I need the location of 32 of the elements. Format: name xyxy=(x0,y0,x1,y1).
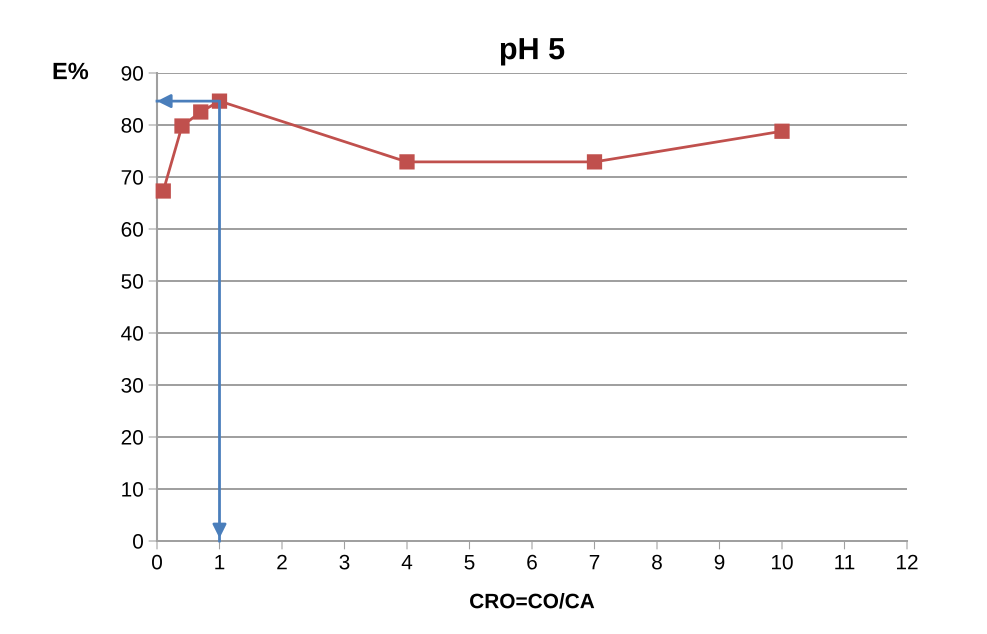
x-tick-label: 9 xyxy=(714,554,724,570)
y-tick-label: 10 xyxy=(122,482,143,497)
y-tick-label: 0 xyxy=(133,534,143,549)
x-tick-label: 5 xyxy=(464,554,474,570)
point xyxy=(399,154,415,170)
y-tick-label: 60 xyxy=(122,222,143,237)
y-axis-title: E% xyxy=(54,62,88,80)
x-tick-label: 10 xyxy=(772,554,793,570)
point xyxy=(174,118,190,134)
y-tick-label: 20 xyxy=(122,430,143,445)
x-tick-label: 2 xyxy=(277,554,287,570)
point xyxy=(156,183,171,199)
y-tick-label: 50 xyxy=(121,274,143,289)
point xyxy=(586,154,602,170)
y-tick-label: 40 xyxy=(121,326,143,341)
point xyxy=(193,104,208,120)
x-tick-label: 1 xyxy=(215,554,224,570)
x-tick-label: 12 xyxy=(897,554,918,570)
x-tick-label: 0 xyxy=(152,554,162,570)
x-tick-label: 11 xyxy=(835,554,854,570)
y-tick-label: 90 xyxy=(122,66,143,81)
x-tick-label: 6 xyxy=(527,554,537,570)
x-tick-label: 7 xyxy=(590,554,600,570)
x-tick-label: 3 xyxy=(340,554,350,570)
y-tick-label: 80 xyxy=(122,118,143,133)
x-tick-label: 8 xyxy=(652,554,662,570)
chart-title: pH 5 xyxy=(500,38,564,66)
point xyxy=(774,124,790,139)
y-tick-label: 30 xyxy=(121,378,143,393)
x-axis-title: CRO=CO/CA xyxy=(470,593,594,609)
y-tick-label: 70 xyxy=(122,170,143,185)
x-tick-label: 4 xyxy=(402,554,412,570)
